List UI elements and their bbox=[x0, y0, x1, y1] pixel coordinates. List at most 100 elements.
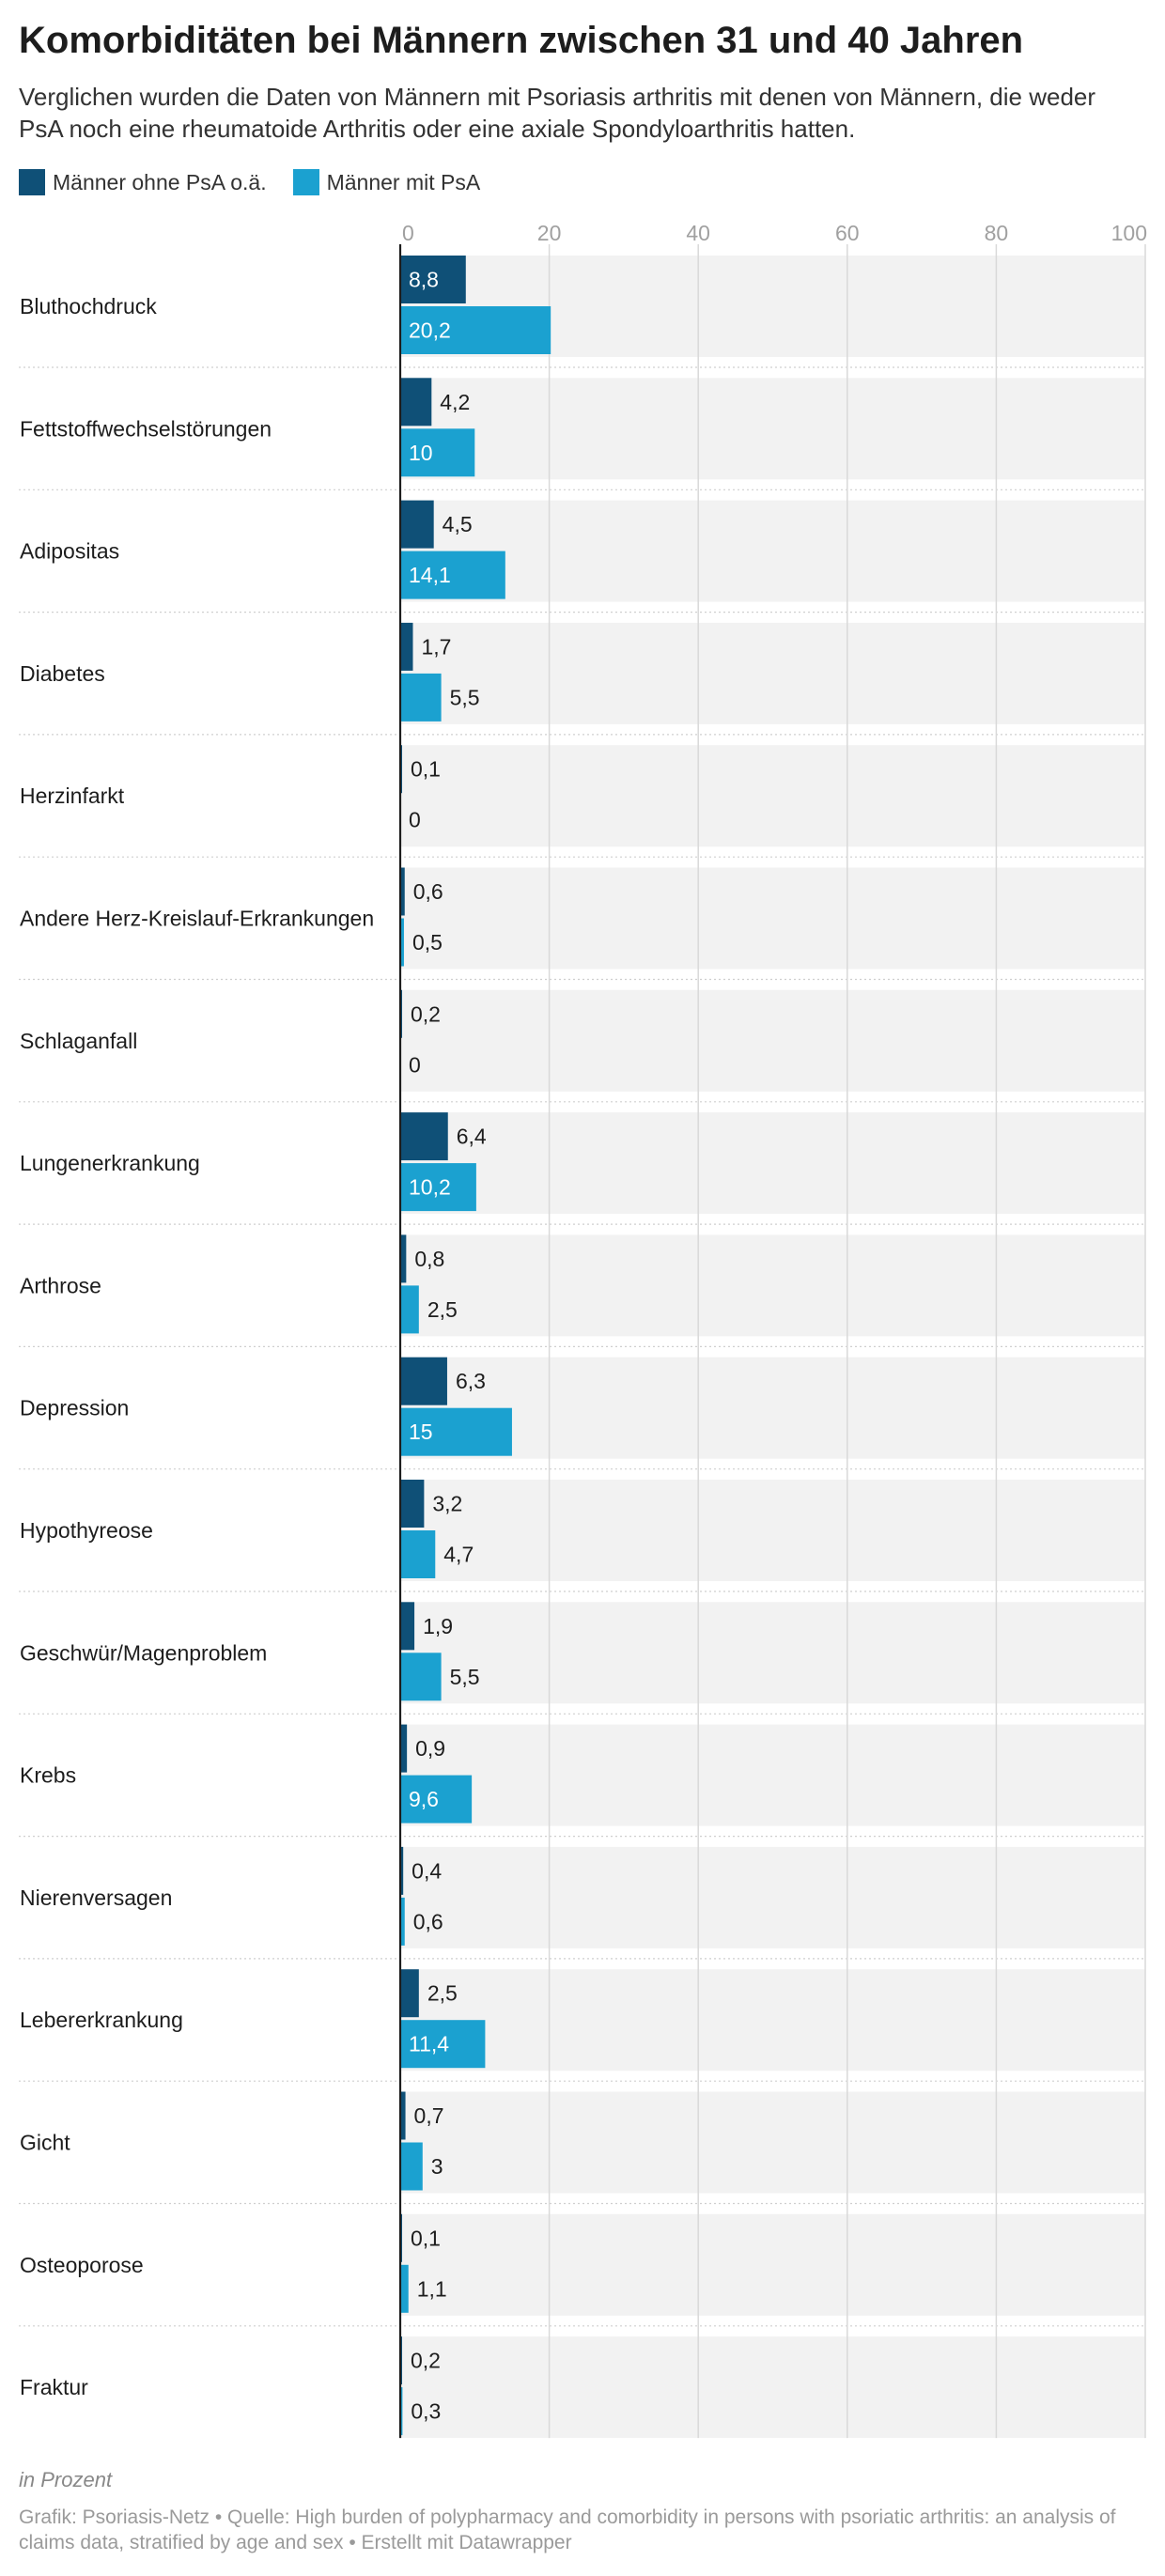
category-label: Andere Herz-Kreislauf-Erkrankungen bbox=[20, 907, 374, 931]
value-label: 4,7 bbox=[443, 1543, 474, 1567]
value-label: 6,4 bbox=[457, 1125, 487, 1149]
value-label: 0,4 bbox=[412, 1858, 442, 1883]
bar bbox=[400, 1112, 448, 1161]
value-label: 0,3 bbox=[411, 2399, 441, 2424]
value-label: 14,1 bbox=[409, 563, 451, 587]
category-label: Nierenversagen bbox=[20, 1885, 172, 1910]
value-label: 3,2 bbox=[432, 1492, 462, 1516]
value-label: 11,4 bbox=[409, 2032, 449, 2056]
x-tick-label: 80 bbox=[985, 221, 1009, 245]
category-band bbox=[400, 867, 1145, 970]
bar bbox=[400, 2020, 486, 2069]
x-tick-label: 20 bbox=[537, 221, 562, 245]
value-label: 8,8 bbox=[409, 268, 439, 292]
category-label: Bluthochdruck bbox=[20, 294, 157, 318]
bar bbox=[400, 1407, 512, 1456]
value-label: 0 bbox=[409, 1052, 421, 1077]
category-band bbox=[400, 1846, 1145, 1948]
bar bbox=[400, 1724, 408, 1773]
value-label: 0,9 bbox=[415, 1736, 445, 1761]
bar bbox=[400, 622, 413, 671]
bar bbox=[400, 1969, 419, 2018]
category-label: Lungenerkrankung bbox=[20, 1151, 200, 1175]
bar bbox=[400, 1357, 447, 1405]
legend-label-ohne-psa: Männer ohne PsA o.ä. bbox=[53, 169, 267, 194]
legend-swatch-mit-psa bbox=[292, 169, 319, 195]
value-label: 0,5 bbox=[412, 930, 443, 954]
category-label: Arthrose bbox=[20, 1273, 101, 1297]
bar bbox=[400, 1163, 476, 1212]
category-label: Diabetes bbox=[20, 661, 105, 686]
category-label: Depression bbox=[20, 1396, 129, 1420]
value-label: 0,8 bbox=[414, 1247, 444, 1271]
value-label: 5,5 bbox=[450, 685, 480, 709]
bar bbox=[400, 1775, 473, 1823]
category-band bbox=[400, 1234, 1145, 1337]
value-label: 5,5 bbox=[450, 1665, 480, 1689]
value-label: 20,2 bbox=[409, 318, 451, 343]
category-band bbox=[400, 745, 1145, 847]
category-band bbox=[400, 622, 1145, 724]
x-tick-label: 60 bbox=[835, 221, 860, 245]
category-band bbox=[400, 1480, 1145, 1581]
category-label: Geschwür/Magenproblem bbox=[20, 1640, 267, 1665]
x-tick-label: 0 bbox=[402, 221, 414, 245]
category-label: Gicht bbox=[20, 2131, 70, 2155]
bar bbox=[400, 428, 475, 477]
chart-title: Komorbiditäten bei Männern zwischen 31 u… bbox=[19, 20, 1024, 61]
value-label: 1,7 bbox=[421, 634, 451, 659]
bar bbox=[400, 1234, 407, 1283]
category-band bbox=[400, 2213, 1145, 2316]
legend-item-ohne-psa: Männer ohne PsA o.ä. bbox=[19, 169, 267, 195]
chart-legend: Männer ohne PsA o.ä. Männer mit PsA bbox=[19, 167, 506, 197]
value-label: 2,5 bbox=[427, 1297, 458, 1322]
bar bbox=[400, 867, 405, 916]
value-label: 10 bbox=[409, 441, 433, 465]
value-label: 2,5 bbox=[427, 1981, 458, 2006]
category-band bbox=[400, 1112, 1145, 1215]
x-tick-label: 40 bbox=[686, 221, 710, 245]
bar bbox=[400, 1846, 404, 1895]
category-band bbox=[400, 2091, 1145, 2194]
chart-subtitle: Verglichen wurden die Daten von Männern … bbox=[19, 83, 1096, 143]
category-label: Hypothyreose bbox=[20, 1518, 153, 1543]
bar bbox=[400, 1602, 415, 1651]
category-band bbox=[400, 1724, 1145, 1826]
category-label: Fettstoffwechselstörungen bbox=[20, 416, 272, 441]
value-label: 9,6 bbox=[409, 1787, 439, 1811]
category-band bbox=[400, 500, 1145, 602]
value-label: 0,6 bbox=[413, 1909, 443, 1933]
category-label: Herzinfarkt bbox=[20, 784, 125, 808]
value-label: 0,1 bbox=[411, 2226, 441, 2250]
legend-swatch-ohne-psa bbox=[19, 169, 45, 195]
bar bbox=[400, 2264, 409, 2313]
category-band bbox=[400, 989, 1145, 1092]
value-label: 4,5 bbox=[443, 512, 473, 536]
bar bbox=[400, 673, 442, 722]
value-label: 0 bbox=[409, 808, 421, 832]
value-label: 3 bbox=[431, 2154, 443, 2179]
bar bbox=[400, 1480, 425, 1528]
bar bbox=[400, 378, 432, 427]
category-band bbox=[400, 1357, 1145, 1459]
bar bbox=[400, 2387, 403, 2436]
category-band bbox=[400, 378, 1145, 480]
bar-chart: 0 20 40 60 80 100Bluthochdruck8,820,2Fettstof… bbox=[19, 221, 1147, 2439]
bar bbox=[400, 500, 434, 549]
bar bbox=[400, 918, 404, 967]
value-label: 0,2 bbox=[411, 2349, 441, 2373]
value-label: 10,2 bbox=[409, 1175, 451, 1200]
category-band bbox=[400, 1969, 1145, 2072]
source-credit: Grafik: Psoriasis-Netz • Quelle: High bu… bbox=[19, 2506, 1116, 2553]
bar bbox=[400, 1285, 419, 1334]
value-label: 0,6 bbox=[413, 879, 443, 904]
category-label: Schlaganfall bbox=[20, 1029, 137, 1053]
legend-item-mit-psa: Männer mit PsA bbox=[292, 169, 480, 195]
bar bbox=[400, 306, 551, 354]
bar bbox=[400, 1653, 442, 1701]
value-label: 1,1 bbox=[417, 2276, 447, 2301]
bar bbox=[400, 2091, 406, 2140]
x-tick-label: 100 bbox=[1111, 221, 1147, 245]
category-band bbox=[400, 1602, 1145, 1704]
bar bbox=[400, 1530, 436, 1578]
